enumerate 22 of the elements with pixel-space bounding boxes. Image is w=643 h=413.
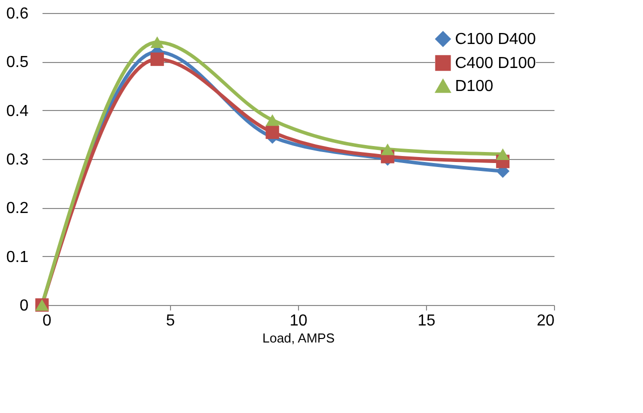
y-tick-label: 0.1	[6, 248, 29, 266]
x-tick-label: 0	[42, 312, 52, 330]
y-tick-label: 0	[20, 298, 29, 314]
point	[496, 148, 510, 160]
x-tick-label: 15	[418, 312, 436, 330]
point	[266, 126, 280, 139]
y-tick-label: 0.2	[6, 200, 29, 218]
y-tick-label: 0.3	[6, 152, 29, 168]
x-tick-label: 10	[290, 312, 308, 330]
x-tick-label: 5	[166, 312, 176, 330]
legend-label: C100 D400	[455, 31, 536, 48]
x-tick-label: 20	[536, 312, 555, 330]
point	[380, 143, 394, 156]
point	[150, 52, 164, 66]
x-axis-title: Load, AMPS	[262, 330, 335, 346]
y-tick-label: 0.6	[6, 6, 29, 22]
point	[266, 114, 280, 126]
legend-label: D100	[455, 78, 494, 95]
legend-label: C400 D100	[455, 55, 536, 72]
y-tick-label: 0.4	[6, 102, 29, 120]
y-tick-label: 0.5	[6, 54, 29, 72]
point	[150, 36, 164, 48]
